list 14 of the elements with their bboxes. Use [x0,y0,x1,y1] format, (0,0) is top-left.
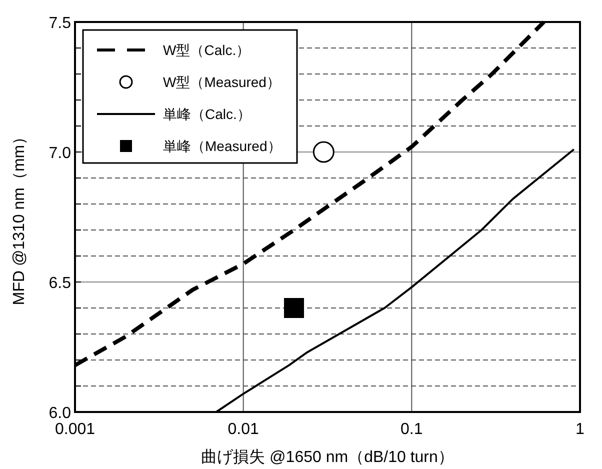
legend-label: 単峰（Measured） [163,138,282,154]
y-tick-label: 6.0 [48,405,72,422]
x-tick-label: 0.1 [400,421,423,438]
y-axis-title: MFD @1310 nm（mm） [11,128,28,306]
legend-label: W型（Calc.） [163,42,250,58]
x-tick-label: 1 [576,421,585,438]
x-axis-title: 曲げ損失 @1650 nm（dB/10 turn） [201,448,454,466]
y-tick-label: 7.5 [48,15,72,32]
legend-label: 単峰（Calc.） [163,106,251,122]
x-tick-label: 0.001 [54,421,96,438]
y-tick-label: 7.0 [48,145,72,162]
x-tick-label: 0.01 [228,421,260,438]
y-tick-label: 6.5 [48,275,72,292]
legend-label: W型（Measured） [163,74,280,90]
